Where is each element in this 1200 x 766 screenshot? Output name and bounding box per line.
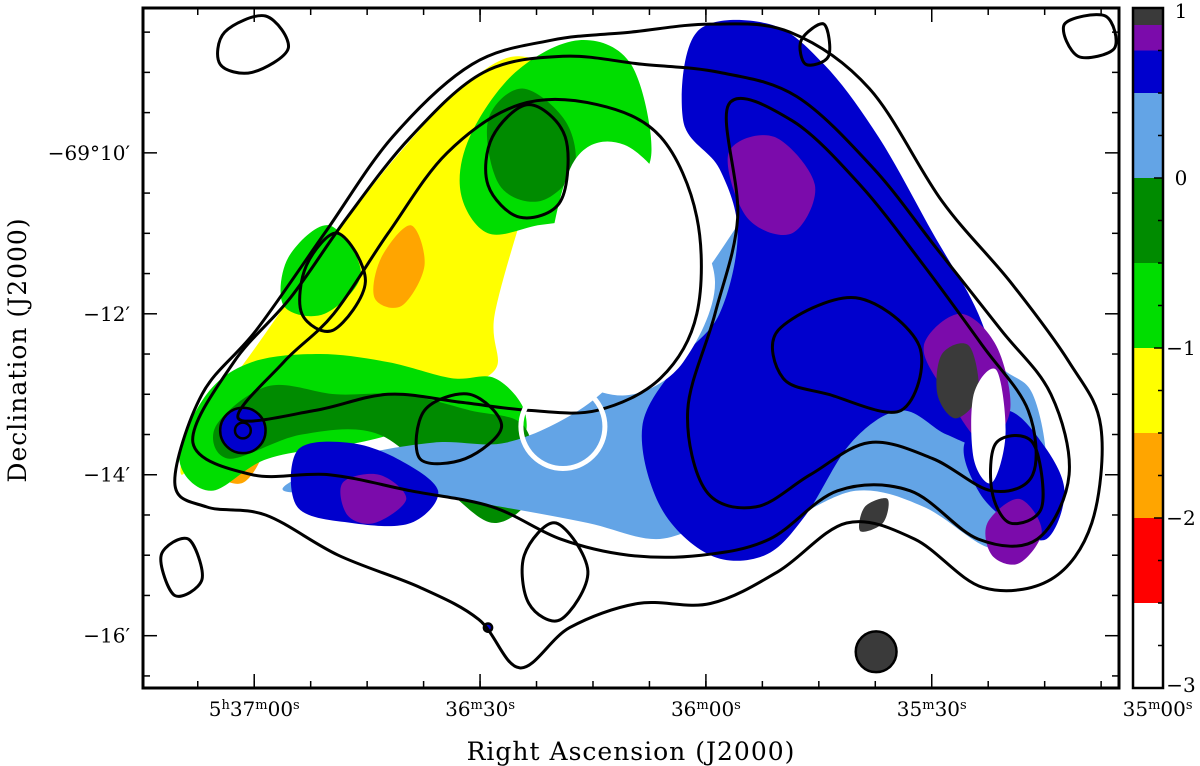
- y-tick-label-1: −12′: [83, 302, 130, 326]
- y-tick-label-3: −16′: [83, 624, 130, 648]
- colorbar-label-1: 0: [1175, 166, 1188, 190]
- contour-3: [686, 96, 1038, 510]
- color-region-19: [971, 368, 1006, 484]
- contour-5: [298, 231, 367, 333]
- x-axis-label: Right Ascension (J2000): [467, 737, 796, 766]
- contour-0: [173, 22, 1104, 670]
- y-tick-label-2: −14′: [83, 463, 130, 487]
- colorbar-label-3: −2: [1166, 506, 1195, 530]
- colorbar-label-0: 1: [1175, 0, 1188, 23]
- colorbar-band-9: [1133, 8, 1163, 25]
- contour-11: [216, 14, 290, 75]
- x-tick-label-3: 35m30s: [897, 697, 967, 721]
- contour-12: [1061, 13, 1118, 60]
- y-tick-label-0: −69°10′: [48, 141, 131, 165]
- contour-6: [770, 296, 924, 414]
- axes: 5h37m00s 36m30s 36m00s 35m30s 35m00s −69°10′ −…: [48, 8, 1193, 721]
- contour-lines: [159, 13, 1118, 670]
- colorbar-label-4: −3: [1166, 673, 1195, 697]
- color-region-1: [373, 225, 425, 308]
- x-tick-label-4: 35m00s: [1123, 697, 1193, 721]
- circle-marker-group: [518, 381, 608, 471]
- colorbar-band-7: [1133, 50, 1163, 93]
- plot-frame: [141, 6, 1121, 690]
- colorbar-band-8: [1133, 25, 1163, 51]
- contour-1: [191, 54, 1071, 559]
- source-blob-1: [233, 421, 253, 440]
- x-tick-label-0: 5h37m00s: [209, 697, 300, 721]
- contour-10: [159, 536, 204, 598]
- x-tick-label-2: 36m00s: [671, 697, 741, 721]
- source-blob-2: [854, 630, 898, 674]
- contour-9: [520, 521, 590, 623]
- color-region-16: [936, 343, 979, 419]
- circle-marker: [518, 381, 608, 471]
- contour-7: [414, 392, 504, 466]
- contour-4: [484, 103, 570, 220]
- color-region-18: [539, 141, 716, 396]
- contour-13: [798, 22, 832, 67]
- contour-8: [989, 434, 1045, 526]
- color-region-14: [985, 498, 1042, 565]
- colorbar-label-2: −1: [1166, 336, 1195, 360]
- x-tick-label-1: 36m30s: [445, 697, 515, 721]
- point-sources: [218, 406, 898, 674]
- color-region-12: [727, 135, 816, 235]
- y-axis-label: Declination (J2000): [3, 217, 32, 482]
- colorbar: 1 0 −1 −2 −3: [1131, 0, 1196, 697]
